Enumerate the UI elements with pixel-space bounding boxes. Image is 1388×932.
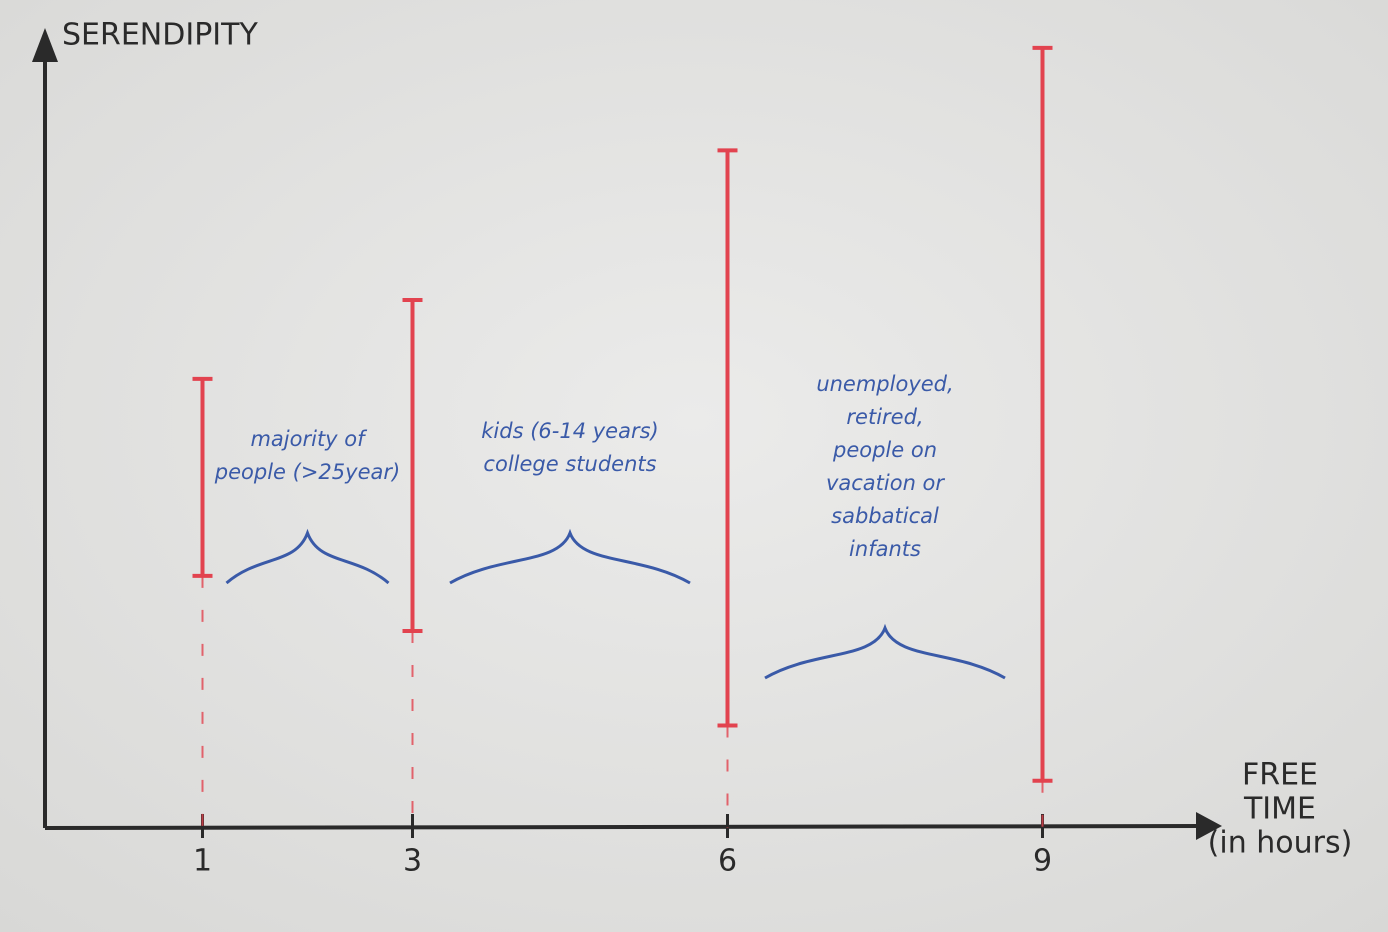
annotation: vacation or	[826, 471, 945, 495]
x-axis	[44, 824, 1201, 830]
range-bar	[192, 376, 213, 578]
range-bar	[1032, 45, 1053, 783]
annotation: infants	[849, 537, 921, 561]
x-axis-title: FREE	[1242, 758, 1318, 793]
annotation: kids (6-14 years)	[481, 419, 658, 443]
brace	[225, 528, 390, 585]
x-axis-arrow	[1196, 812, 1222, 840]
annotation: college students	[483, 452, 656, 476]
annotation: majority of	[250, 427, 368, 451]
range-bar	[402, 298, 423, 633]
annotation: retired,	[846, 405, 923, 429]
x-tick-label: 6	[718, 844, 737, 879]
brace	[764, 623, 1006, 680]
x-tick-label: 1	[193, 844, 212, 879]
y-axis-arrow	[32, 28, 58, 62]
annotation: people on	[832, 438, 937, 462]
y-axis-title: SERENDIPITY	[62, 18, 258, 53]
annotation: unemployed,	[816, 372, 953, 396]
range-bar	[717, 148, 738, 728]
x-tick-label: 9	[1033, 844, 1052, 879]
x-tick-label: 3	[403, 844, 422, 879]
annotation: sabbatical	[831, 504, 939, 528]
brace	[449, 528, 691, 585]
annotation: people (>25year)	[214, 460, 400, 484]
x-axis-title: TIME	[1243, 792, 1316, 827]
x-axis-title: (in hours)	[1208, 826, 1353, 861]
